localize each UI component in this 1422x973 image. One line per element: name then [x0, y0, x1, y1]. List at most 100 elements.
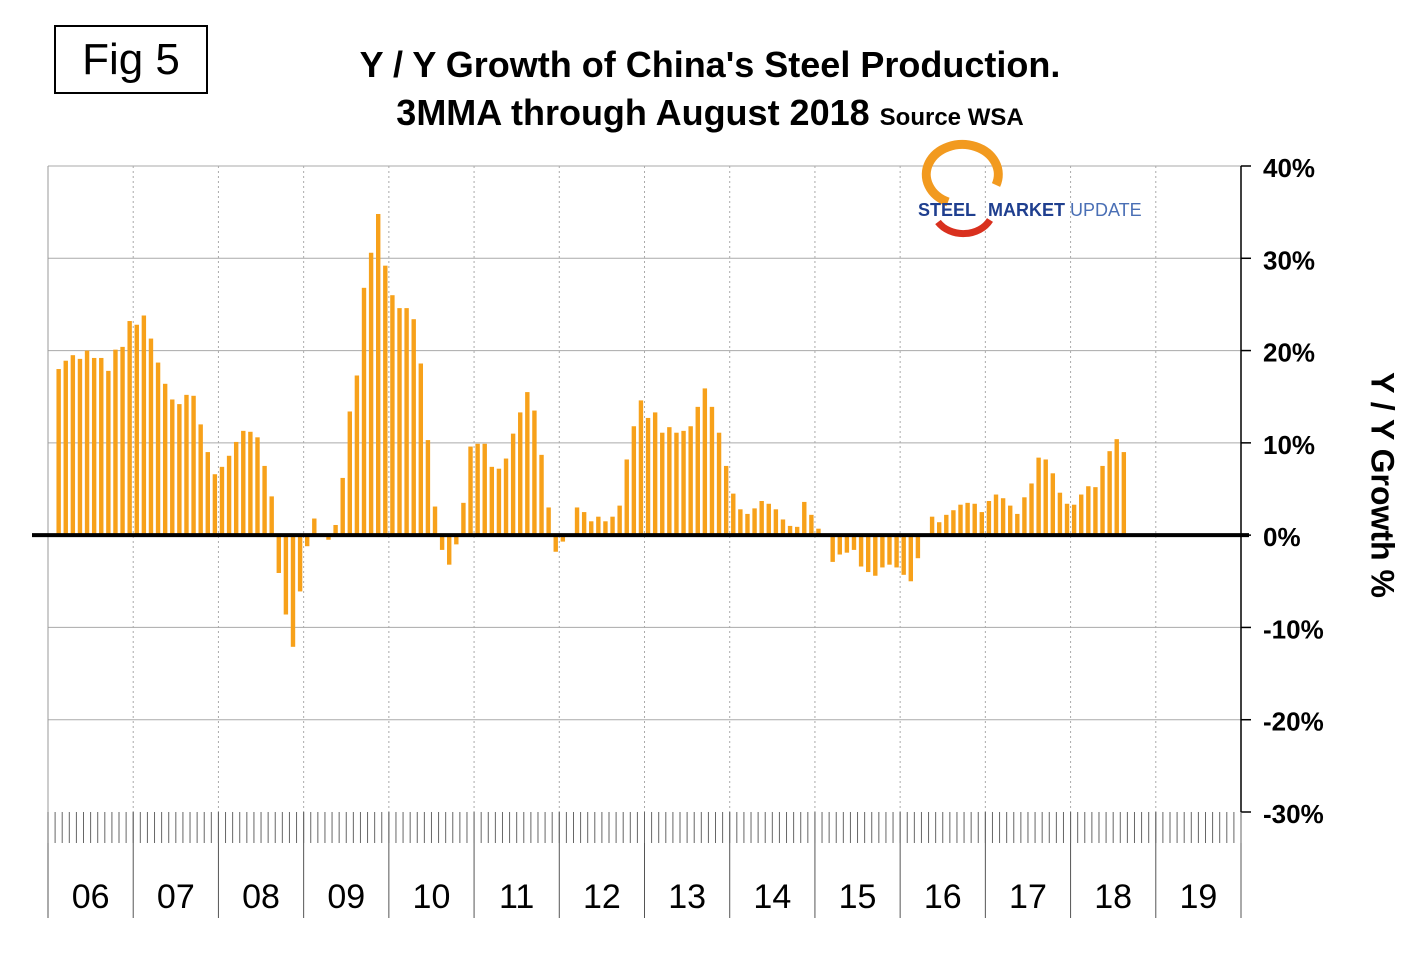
y-tick-label: 0% [1263, 522, 1301, 552]
year-label: 10 [413, 878, 451, 916]
bar [624, 459, 629, 536]
bar [844, 535, 850, 553]
bar [787, 525, 793, 536]
year-label: 13 [668, 878, 706, 916]
bar [368, 252, 374, 536]
bar [993, 494, 999, 536]
bar [354, 375, 360, 536]
bar [631, 426, 637, 536]
steel-market-update-logo: STEEL MARKET UPDATE [918, 139, 1142, 238]
bar [347, 411, 353, 536]
bar [880, 535, 885, 568]
bar [91, 357, 97, 536]
bar [865, 535, 871, 573]
year-label: 19 [1179, 878, 1217, 916]
bar [106, 370, 111, 536]
bar [979, 512, 985, 536]
year-label: 08 [242, 878, 280, 916]
bar [851, 535, 857, 550]
bar [951, 510, 956, 536]
bar [383, 265, 388, 536]
bar [1015, 513, 1020, 536]
bar [198, 424, 203, 536]
bar [773, 509, 779, 536]
bar [84, 350, 90, 536]
bar [858, 535, 864, 567]
bar [766, 503, 771, 536]
bar [731, 493, 736, 536]
year-label: 16 [924, 878, 962, 916]
bar [290, 535, 296, 647]
bar [837, 535, 842, 555]
bar [461, 502, 466, 536]
bar [667, 427, 672, 536]
bar [525, 392, 530, 536]
bar [1036, 457, 1041, 536]
year-label: 06 [72, 878, 110, 916]
bar [553, 535, 558, 552]
bar [560, 535, 566, 542]
bar [589, 521, 594, 536]
bar [496, 468, 502, 536]
year-label: 18 [1094, 878, 1132, 916]
bar [702, 388, 708, 536]
bar [70, 355, 76, 536]
bar [915, 535, 921, 559]
bar [986, 500, 992, 536]
bar [581, 512, 587, 536]
bar [1050, 473, 1056, 536]
bar [425, 440, 431, 536]
y-tick-label: -10% [1263, 614, 1324, 644]
bar [894, 535, 899, 568]
bar [660, 432, 665, 536]
bar [262, 465, 267, 536]
bar [397, 308, 402, 536]
bar [638, 400, 644, 536]
bar [99, 357, 104, 536]
bar [503, 458, 509, 536]
bar [1086, 486, 1091, 536]
logo-text-update: UPDATE [1070, 200, 1142, 220]
bar [510, 433, 516, 536]
bar [482, 443, 487, 536]
bar [873, 535, 878, 576]
logo-text-steel: STEEL [918, 200, 976, 220]
bar [404, 308, 409, 536]
year-label: 14 [753, 878, 791, 916]
bar [887, 535, 892, 565]
bar [603, 521, 608, 536]
bar [205, 452, 210, 536]
logo-text-market: MARKET [988, 200, 1065, 220]
bar [958, 504, 963, 536]
bar [1000, 498, 1006, 536]
bar [141, 315, 147, 536]
bar [688, 426, 693, 536]
bar [77, 358, 83, 536]
bar [716, 432, 722, 536]
logo-swoosh-red [935, 217, 993, 238]
bar [1093, 487, 1098, 536]
bar [972, 503, 977, 536]
bar [723, 465, 729, 536]
year-label: 17 [1009, 878, 1047, 916]
grid-layer [47, 165, 1242, 812]
bar [901, 535, 906, 575]
year-label: 15 [839, 878, 877, 916]
bar [752, 508, 757, 536]
chart-title-line2: 3MMA through August 2018 Source WSA [260, 92, 1160, 134]
bar [468, 446, 473, 536]
bar [695, 406, 700, 536]
bar [944, 514, 949, 536]
bar [170, 399, 175, 536]
bar [155, 362, 161, 536]
bar [248, 431, 253, 536]
bar [411, 319, 416, 536]
chart-title-line2-main: 3MMA through August 2018 [396, 92, 870, 133]
y-tick-label: 20% [1263, 338, 1315, 368]
axes: 40% 30% 20% 10% 0% -10% -20% -30% 06 07 08 09 10 11 12… [32, 153, 1324, 918]
bar [333, 524, 338, 536]
bar [809, 514, 814, 536]
bar [184, 394, 189, 536]
bar [780, 519, 786, 536]
bar [709, 406, 715, 536]
